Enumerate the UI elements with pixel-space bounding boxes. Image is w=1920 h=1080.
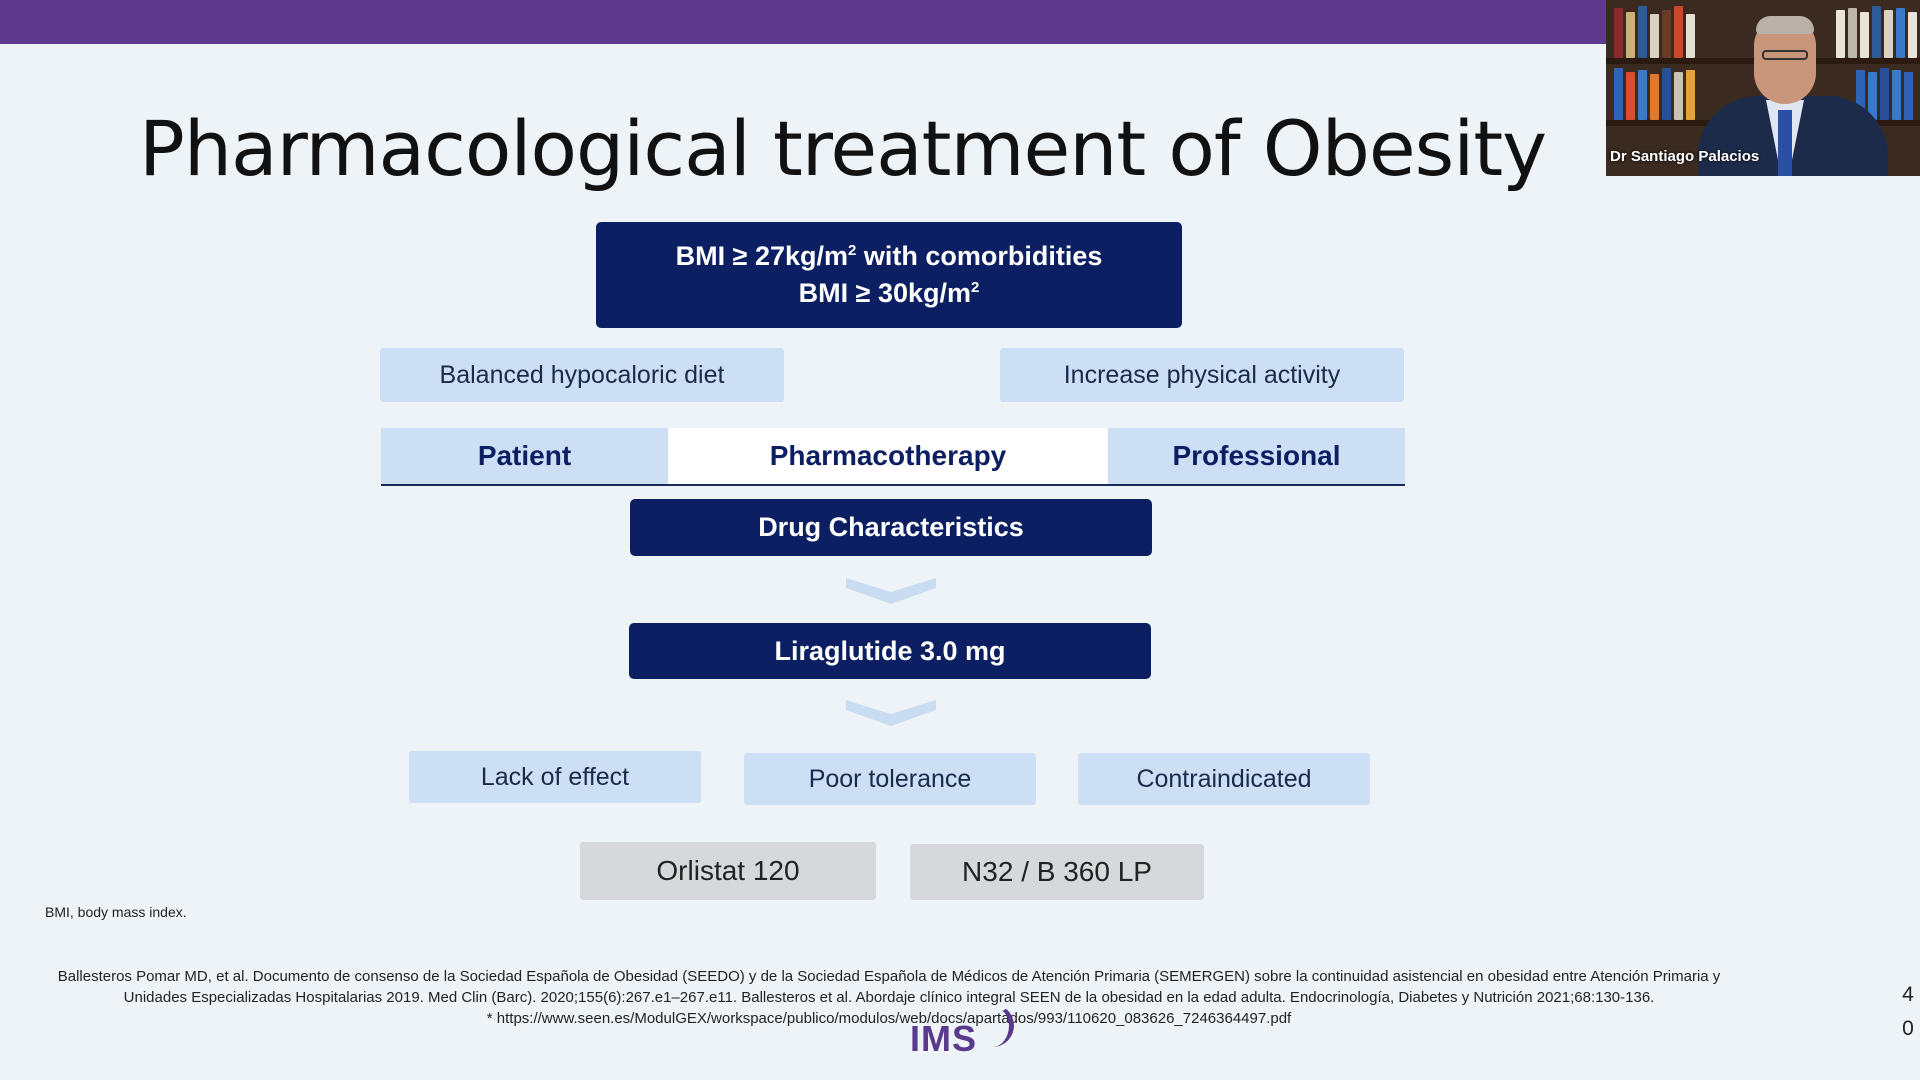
lack-of-effect-box: Lack of effect	[409, 751, 701, 803]
speaker-tie	[1778, 110, 1792, 176]
speaker-name-label: Dr Santiago Palacios	[1610, 148, 1760, 165]
reference-line-2: Unidades Especializadas Hospitalarias 20…	[123, 989, 1655, 1006]
reference-line-3: * https://www.seen.es/ModulGEX/workspace…	[486, 1010, 1292, 1027]
patient-cell: Patient	[381, 428, 668, 484]
liraglutide-box: Liraglutide 3.0 mg	[629, 623, 1151, 679]
webcam-feed: Dr Santiago Palacios	[1606, 0, 1920, 176]
decision-factors-row: Patient Pharmacotherapy Professional	[381, 428, 1405, 486]
page-number-digit: 0	[1902, 1017, 1914, 1040]
reference-line-1: Ballesteros Pomar MD, et al. Documento d…	[57, 968, 1721, 985]
contraindicated-box: Contraindicated	[1078, 753, 1370, 805]
n32-b360-box: N32 / B 360 LP	[910, 844, 1204, 900]
bmi-criteria-line-2: BMI ≥ 30kg/m2	[798, 278, 980, 308]
balanced-diet-box: Balanced hypocaloric diet	[380, 348, 784, 402]
page-number: 4 0	[1900, 978, 1916, 1046]
bmi-criteria-line-1: BMI ≥ 27kg/m2 with comorbidities	[675, 241, 1103, 271]
ims-logo: IMS	[910, 1018, 978, 1059]
drug-characteristics-box: Drug Characteristics	[630, 499, 1152, 556]
professional-cell: Professional	[1108, 428, 1405, 484]
speaker-hair	[1756, 16, 1814, 34]
slide-title: Pharmacological treatment of Obesity	[139, 104, 1547, 193]
pharmacotherapy-cell: Pharmacotherapy	[668, 428, 1108, 484]
chevron-down-icon	[846, 700, 936, 726]
poor-tolerance-box: Poor tolerance	[744, 753, 1036, 805]
page-number-digit: 4	[1902, 983, 1914, 1006]
bmi-criteria-box: BMI ≥ 27kg/m2 with comorbidities BMI ≥ 3…	[596, 222, 1182, 328]
abbreviation-footnote: BMI, body mass index.	[45, 904, 187, 920]
orlistat-box: Orlistat 120	[580, 842, 876, 900]
ims-logo-arc	[975, 1004, 1014, 1047]
speaker-glasses	[1762, 50, 1808, 60]
chevron-down-icon	[846, 578, 936, 604]
references-block: Ballesteros Pomar MD, et al. Documento d…	[8, 966, 1770, 1029]
physical-activity-box: Increase physical activity	[1000, 348, 1404, 402]
top-accent-band	[0, 0, 1606, 44]
